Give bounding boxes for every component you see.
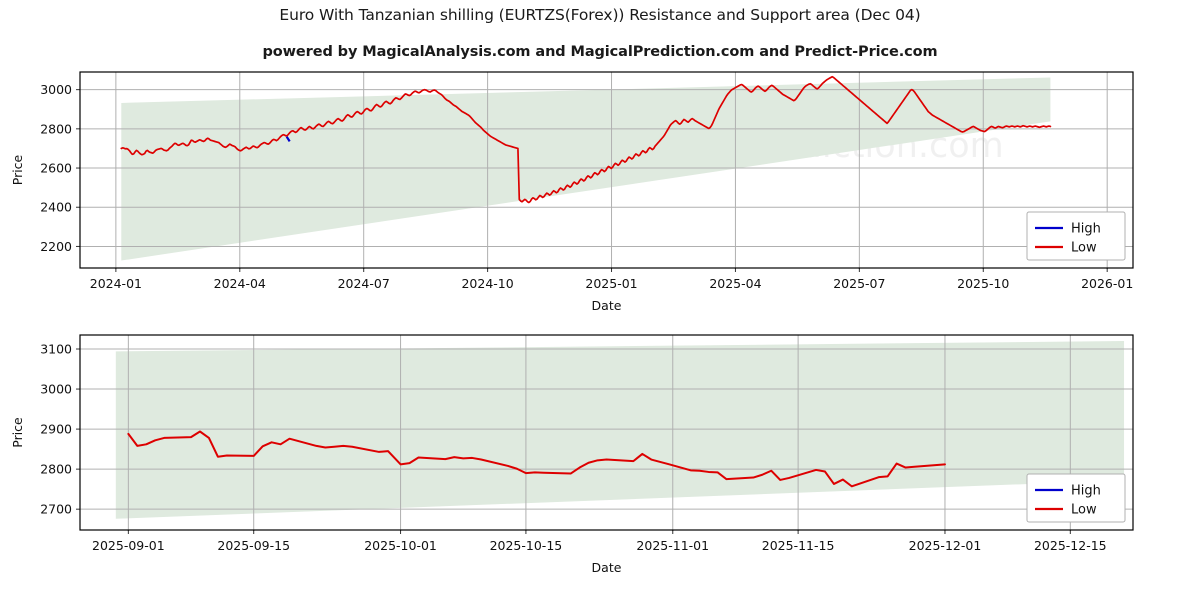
xtick-label: 2025-10-01 bbox=[364, 538, 437, 553]
legend-label-high: High bbox=[1071, 484, 1101, 499]
ytick-label: 3000 bbox=[40, 382, 72, 397]
xaxis-title: Date bbox=[592, 298, 622, 313]
legend-label-low: Low bbox=[1071, 241, 1097, 256]
plot-mask-right bbox=[1134, 330, 1200, 537]
series-line-low bbox=[127, 430, 946, 488]
ytick-label: 3000 bbox=[40, 82, 72, 97]
xtick-label: 2024-10 bbox=[461, 276, 513, 291]
ytick-label: 2400 bbox=[40, 200, 72, 215]
plot-border bbox=[79, 334, 1134, 531]
xaxis-title: Date bbox=[592, 560, 622, 575]
yaxis-title: Price bbox=[10, 417, 25, 448]
plot-mask-right bbox=[1134, 67, 1200, 275]
ytick-label: 3100 bbox=[40, 342, 72, 357]
plot-mask-left bbox=[0, 330, 80, 537]
xtick-label: 2025-11-15 bbox=[762, 538, 835, 553]
plot-mask-bottom bbox=[0, 269, 1200, 339]
legend-label-high: High bbox=[1071, 222, 1101, 237]
support-resistance-band bbox=[115, 341, 1125, 519]
plot-mask-top bbox=[0, 0, 1200, 72]
ytick-label: 2200 bbox=[40, 239, 72, 254]
yaxis-title: Price bbox=[10, 154, 25, 185]
ytick-label: 2800 bbox=[40, 462, 72, 477]
xtick-label: 2025-01 bbox=[585, 276, 637, 291]
xtick-label: 2025-11-01 bbox=[636, 538, 709, 553]
ytick-label: 2900 bbox=[40, 422, 72, 437]
xtick-label: 2026-01 bbox=[1081, 276, 1133, 291]
ytick-label: 2800 bbox=[40, 121, 72, 136]
xtick-label: 2025-04 bbox=[709, 276, 761, 291]
xtick-label: 2025-07 bbox=[833, 276, 885, 291]
xtick-label: 2025-10 bbox=[957, 276, 1009, 291]
page-title: Euro With Tanzanian shilling (EURTZS(For… bbox=[279, 6, 921, 24]
legend-label-low: Low bbox=[1071, 503, 1097, 518]
plot-border bbox=[79, 71, 1134, 269]
xtick-label: 2025-10-15 bbox=[490, 538, 563, 553]
xtick-label: 2025-12-15 bbox=[1034, 538, 1107, 553]
ytick-label: 2700 bbox=[40, 502, 72, 517]
chart-panel-upper: MagicalAnalysis.comMagicalPrediction.com… bbox=[0, 0, 1200, 339]
xtick-label: 2025-09-01 bbox=[92, 538, 165, 553]
xtick-label: 2025-12-01 bbox=[909, 538, 982, 553]
plot-mask-bottom bbox=[0, 531, 1200, 600]
chart-panel-lower: MagicalAnalysis.comMagicalPrediction.com… bbox=[0, 330, 1200, 600]
xtick-label: 2025-09-15 bbox=[217, 538, 290, 553]
series-line-low bbox=[120, 75, 1052, 204]
ytick-label: 2600 bbox=[40, 161, 72, 176]
series-line-high-stub bbox=[285, 136, 291, 142]
xtick-label: 2024-07 bbox=[338, 276, 390, 291]
plot-mask-left bbox=[0, 67, 80, 275]
support-resistance-band bbox=[121, 77, 1051, 261]
xtick-label: 2024-04 bbox=[214, 276, 266, 291]
xtick-label: 2024-01 bbox=[90, 276, 142, 291]
page-subtitle: powered by MagicalAnalysis.com and Magic… bbox=[262, 44, 938, 60]
